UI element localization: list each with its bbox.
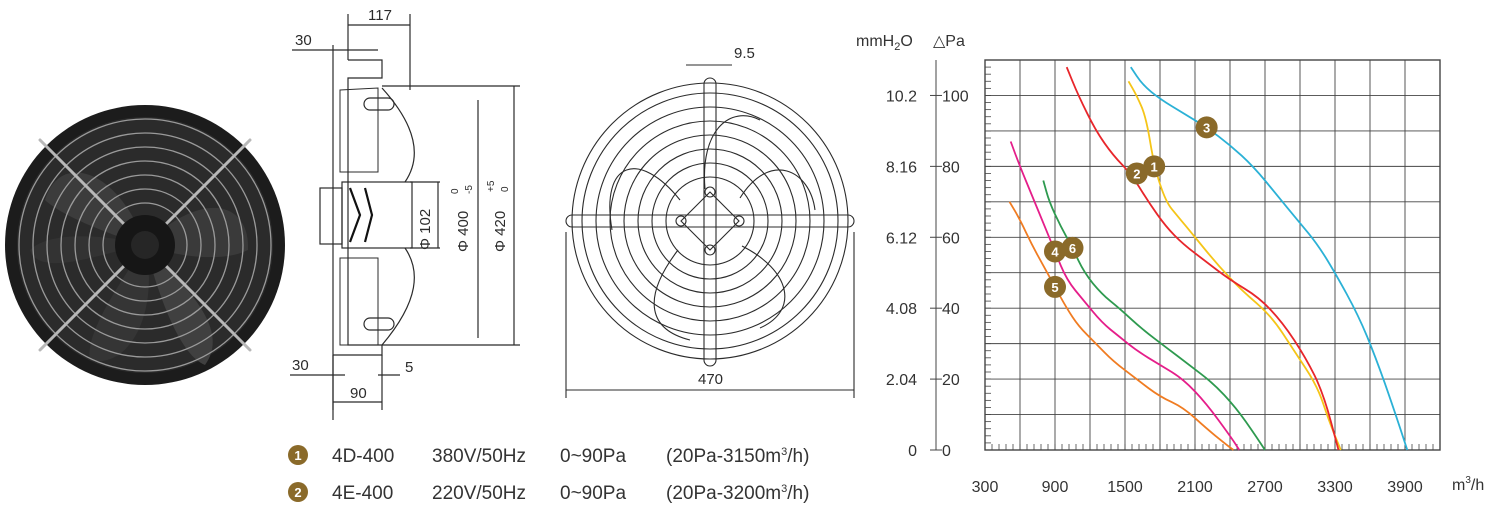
side-view-labels: 117 30 30 90 5 Φ 102 Φ 400 0 -5 Φ 420 +5… bbox=[292, 7, 511, 402]
legend-supply-1: 380V/50Hz bbox=[432, 446, 526, 467]
series-line-4 bbox=[1009, 141, 1241, 451]
y-tick-label-mmh2o: 2.04 bbox=[886, 372, 917, 389]
y-tick-label-pa: 100 bbox=[942, 88, 969, 105]
x-tick-label: 1500 bbox=[1107, 479, 1143, 496]
series-marker-label-3: 3 bbox=[1203, 120, 1210, 135]
x-tick-label: 2700 bbox=[1247, 479, 1283, 496]
dim-5-label: 5 bbox=[405, 359, 413, 376]
dim-30-bottom-label: 30 bbox=[292, 357, 309, 374]
front-view-drawing bbox=[565, 64, 855, 398]
y-tick-label-pa: 40 bbox=[942, 301, 960, 318]
series-line-2 bbox=[1065, 66, 1340, 451]
front-view-labels: 9.5 470 bbox=[698, 45, 755, 388]
legend-model-2: 4E-400 bbox=[332, 483, 393, 504]
legend-marker-2 bbox=[288, 482, 308, 502]
legend-pressure-1: 0~90Pa bbox=[560, 446, 626, 467]
side-view-drawing bbox=[290, 14, 520, 420]
dim-outer-tol-upper: +5 bbox=[486, 180, 497, 192]
y-left-axis-title: mmH2O bbox=[856, 33, 913, 53]
y-tick-label-mmh2o: 0 bbox=[908, 443, 917, 460]
dim-ring-tol-lower: -5 bbox=[464, 185, 475, 194]
series-marker-label-6: 6 bbox=[1069, 241, 1076, 256]
dim-90-label: 90 bbox=[350, 385, 367, 402]
series-marker-6 bbox=[1061, 236, 1084, 259]
legend-rating-2: (20Pa-3200m3/h) bbox=[666, 483, 809, 504]
chart-markers: 12 3 4 5 6 bbox=[1044, 116, 1218, 298]
fan-photo bbox=[5, 105, 285, 385]
dim-117-label: 117 bbox=[368, 7, 392, 24]
legend-marker-1-label: 1 bbox=[294, 448, 301, 463]
series-marker-3 bbox=[1195, 116, 1218, 139]
x-tick-label: 3300 bbox=[1317, 479, 1353, 496]
legend-row-1: 1 4D-400 380V/50Hz 0~90Pa (20Pa-3150m3/h… bbox=[288, 445, 809, 467]
series-marker-4 bbox=[1044, 240, 1066, 263]
x-tick-label: 300 bbox=[972, 479, 999, 496]
legend-marker-1 bbox=[288, 445, 308, 465]
dim-outer-label: Φ 420 bbox=[492, 211, 509, 252]
legend: 1 4D-400 380V/50Hz 0~90Pa (20Pa-3150m3/h… bbox=[288, 445, 809, 504]
x-axis-unit: m3/h bbox=[1452, 475, 1484, 494]
series-marker-label-4: 4 bbox=[1051, 244, 1059, 259]
dim-ring-tol-upper: 0 bbox=[450, 188, 461, 194]
x-tick-label: 900 bbox=[1042, 479, 1069, 496]
series-marker-5 bbox=[1044, 275, 1066, 298]
legend-marker-2-label: 2 bbox=[294, 485, 301, 500]
y-tick-label-pa: 20 bbox=[942, 372, 960, 389]
series-marker-label-5: 5 bbox=[1051, 280, 1058, 295]
series-marker-1 bbox=[1143, 155, 1166, 178]
y-right-axis-title: △Pa bbox=[933, 33, 965, 50]
series-line-1 bbox=[1127, 80, 1342, 451]
y-tick-label-mmh2o: 6.12 bbox=[886, 230, 917, 247]
dim-30-top-label: 30 bbox=[295, 32, 312, 49]
chart-ticks: 300 900 1500 2100 2700 3300 3900 0 20 40 60 80 100 0 2… bbox=[886, 88, 1423, 496]
chart-series bbox=[1008, 66, 1409, 451]
y-tick-label-mmh2o: 4.08 bbox=[886, 301, 917, 318]
series-marker-label-1: 1 bbox=[1151, 159, 1158, 174]
x-tick-label: 3900 bbox=[1387, 479, 1423, 496]
dim-9-5-label: 9.5 bbox=[734, 45, 755, 62]
dim-hub-label: Φ 102 bbox=[417, 209, 434, 250]
plot-frame bbox=[984, 59, 1441, 451]
legend-rating-1: (20Pa-3150m3/h) bbox=[666, 446, 809, 467]
series-line-3 bbox=[1130, 66, 1409, 451]
chart-grid bbox=[935, 59, 1441, 451]
y-tick-label-pa: 60 bbox=[942, 230, 960, 247]
legend-model-1: 4D-400 bbox=[332, 446, 394, 467]
legend-pressure-2: 0~90Pa bbox=[560, 483, 626, 504]
dim-ring-label: Φ 400 bbox=[455, 211, 472, 252]
series-marker-2 bbox=[1125, 162, 1148, 185]
series-line-6 bbox=[1042, 180, 1266, 451]
legend-supply-2: 220V/50Hz bbox=[432, 483, 526, 504]
series-marker-label-2: 2 bbox=[1133, 166, 1140, 181]
dim-outer-tol-lower: 0 bbox=[500, 186, 511, 192]
y-tick-label-mmh2o: 10.2 bbox=[886, 88, 917, 105]
legend-row-2: 2 4E-400 220V/50Hz 0~90Pa (20Pa-3200m3/h… bbox=[288, 482, 809, 504]
dim-470-label: 470 bbox=[698, 371, 723, 388]
x-tick-label: 2100 bbox=[1177, 479, 1213, 496]
performance-chart: mmH2O △Pa m3/h 300 900 1500 2100 2700 3300 390… bbox=[856, 33, 1484, 496]
y-tick-label-pa: 0 bbox=[942, 443, 951, 460]
y-tick-label-pa: 80 bbox=[942, 159, 960, 176]
y-tick-label-mmh2o: 8.16 bbox=[886, 159, 917, 176]
series-line-5 bbox=[1008, 201, 1235, 451]
